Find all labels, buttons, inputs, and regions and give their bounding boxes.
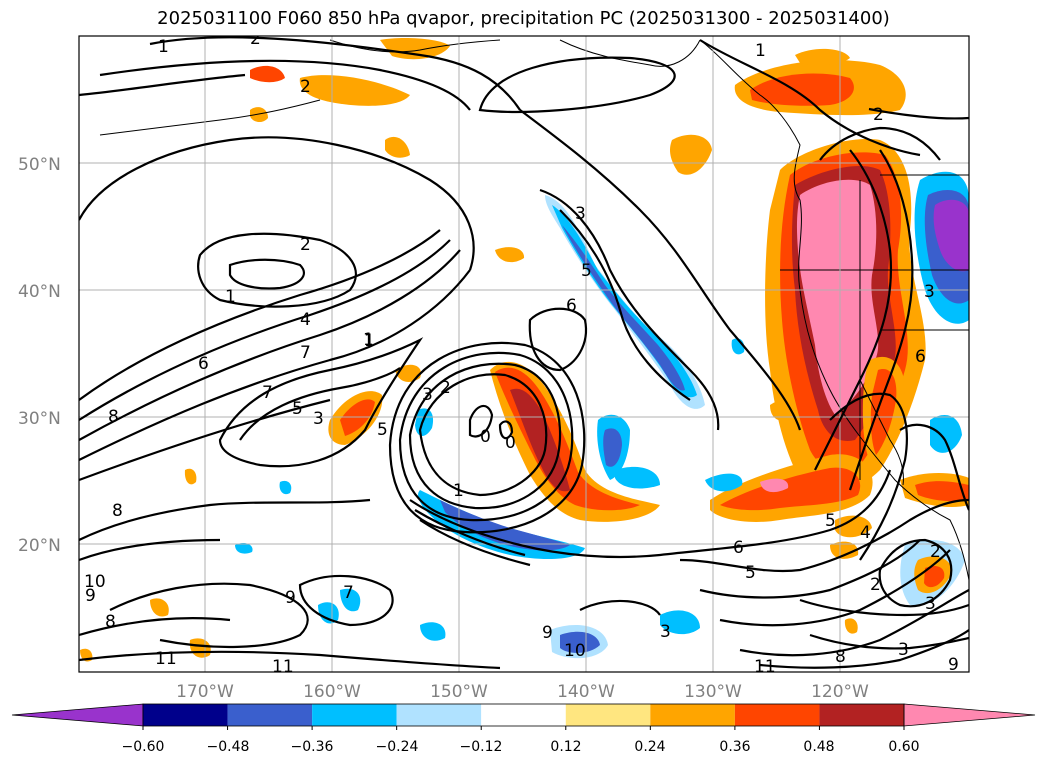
contour-label: 0 [480, 427, 491, 447]
colorbar-swatch [819, 704, 904, 726]
contour-label: 8 [105, 612, 116, 632]
contour-label: 6 [566, 296, 577, 316]
colorbar-extend-low [11, 703, 144, 727]
map-frame [78, 35, 970, 673]
colorbar-tick: −0.36 [291, 739, 334, 755]
lon-label-140w: 140°W [557, 682, 615, 702]
colorbar-tick: −0.24 [376, 739, 419, 755]
contour-label: 7 [262, 383, 273, 403]
contour-label: 5 [377, 420, 388, 440]
contour-label: 3 [660, 622, 671, 642]
colorbar: −0.60 −0.48 −0.36 −0.24 −0.12 0.12 0.24 … [11, 703, 1036, 755]
contour-label: 1 [755, 41, 766, 61]
colorbar-tick: −0.12 [460, 739, 503, 755]
colorbar-swatch [143, 704, 228, 726]
colorbar-tick: −0.60 [122, 739, 165, 755]
colorbar-tick: 0.12 [550, 739, 581, 755]
contour-label: 2 [440, 378, 451, 398]
colorbar-tick: 0.36 [719, 739, 750, 755]
contour-label: 9 [948, 655, 959, 675]
contour-label: 3 [575, 204, 586, 224]
colorbar-tick: 0.24 [634, 739, 665, 755]
qvapor-contours [79, 36, 969, 670]
colorbar-extend-high [903, 703, 1036, 727]
contour-label: 2 [300, 77, 311, 97]
contour-label: 5 [292, 399, 303, 419]
contour-label: 1 [158, 37, 169, 57]
contour-label: 6 [198, 354, 209, 374]
lon-label-130w: 130°W [684, 682, 742, 702]
contour-label: 1 [363, 330, 374, 350]
contour-label: 3 [924, 282, 935, 302]
contour-label: 9 [285, 588, 296, 608]
contour-label: 6 [733, 538, 744, 558]
colorbar-swatch [650, 704, 735, 726]
lon-label-170w: 170°W [176, 682, 234, 702]
latitude-labels: 50°N 40°N 30°N 20°N [18, 155, 61, 556]
lat-label-40n: 40°N [18, 282, 61, 302]
contour-label: 1 [364, 331, 375, 351]
contour-label: 2 [873, 105, 884, 125]
contour-label: 11 [272, 657, 294, 677]
contour-label: 10 [84, 572, 106, 592]
contour-label: 3 [313, 409, 324, 429]
contour-label: 2 [250, 29, 261, 49]
lon-label-120w: 120°W [811, 682, 869, 702]
colorbar-frame [142, 703, 905, 727]
lat-label-50n: 50°N [18, 155, 61, 175]
contour-label: 3 [898, 640, 909, 660]
contour-label: 8 [108, 407, 119, 427]
colorbar-tick: 0.60 [888, 739, 919, 755]
contour-label: 1 [453, 481, 464, 501]
contour-label: 2 [930, 542, 941, 562]
colorbar-swatch [312, 704, 397, 726]
contour-label: 11 [754, 657, 776, 677]
lat-label-30n: 30°N [18, 409, 61, 429]
contour-label: 6 [915, 347, 926, 367]
colorbar-swatch [396, 704, 482, 726]
map-title: 2025031100 F060 850 hPa qvapor, precipit… [157, 8, 890, 29]
lon-label-160w: 160°W [303, 682, 361, 702]
contour-label: 7 [343, 583, 354, 603]
map-panel: 1 2 2 1 4 7 6 8 7 5 3 5 3 2 0 0 1 6 3 5 … [79, 29, 969, 677]
contour-label: 2 [870, 575, 881, 595]
contour-label: 3 [925, 594, 936, 614]
contour-label: 11 [155, 649, 177, 669]
contour-label: 7 [300, 343, 311, 363]
colorbar-swatch [481, 704, 566, 726]
colorbar-swatches [11, 703, 1036, 727]
lat-label-20n: 20°N [18, 536, 61, 556]
contour-label: 9 [542, 623, 553, 643]
contour-label: 10 [564, 641, 586, 661]
contour-label: 5 [825, 511, 836, 531]
colorbar-ticks: −0.60 −0.48 −0.36 −0.24 −0.12 0.12 0.24 … [122, 726, 920, 755]
colorbar-tick: 0.48 [803, 739, 834, 755]
contour-label: 8 [112, 501, 123, 521]
contour-label: 8 [835, 647, 846, 667]
contour-label: 2 [300, 235, 311, 255]
contour-label: 9 [85, 586, 96, 606]
contour-label: 5 [581, 261, 592, 281]
contour-labels: 1 2 2 1 4 7 6 8 7 5 3 5 3 2 0 0 1 6 3 5 … [84, 29, 959, 677]
contour-label: 0 [505, 433, 516, 453]
lon-label-150w: 150°W [430, 682, 488, 702]
contour-label: 4 [860, 523, 871, 543]
contour-label: 1 [225, 287, 236, 307]
longitude-labels: 170°W 160°W 150°W 140°W 130°W 120°W [176, 682, 869, 702]
contour-label: 5 [745, 563, 756, 583]
contour-label: 4 [300, 310, 311, 330]
colorbar-swatch [734, 704, 820, 726]
contour-label: 3 [422, 385, 433, 405]
colorbar-tick: −0.48 [207, 739, 250, 755]
colorbar-swatch [565, 704, 651, 726]
colorbar-swatch [227, 704, 313, 726]
